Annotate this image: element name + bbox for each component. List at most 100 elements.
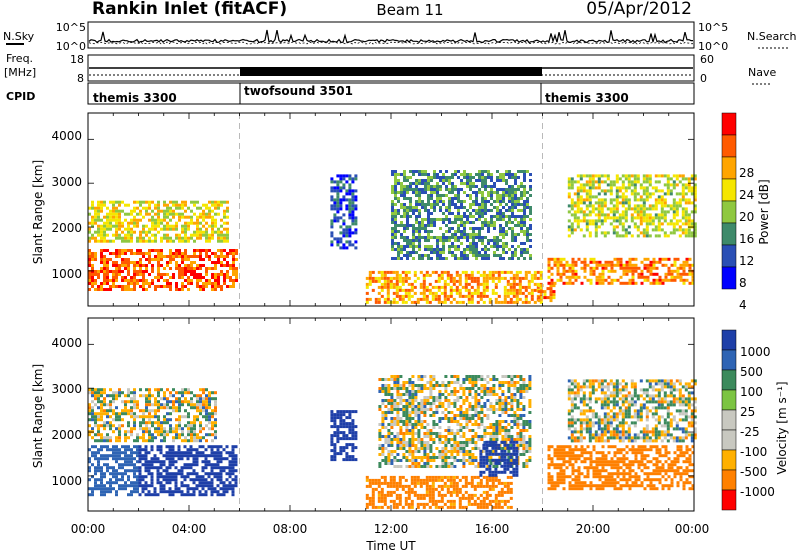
velocity-ytick-2000: 2000 bbox=[51, 428, 82, 442]
noise-right-tick-high: 10^5 bbox=[698, 21, 728, 34]
velocity-colorbar-tick-neg500: -500 bbox=[740, 465, 767, 479]
freq-label-line2: [MHz] bbox=[4, 66, 36, 79]
velocity-colorbar-bin-2 bbox=[721, 369, 737, 391]
freq-tick-high: 18 bbox=[70, 53, 84, 66]
power-colorbar-bin-3 bbox=[721, 178, 737, 202]
power-colorbar-tick-24: 24 bbox=[739, 188, 754, 202]
power-y-axis-title: Slant Range [km] bbox=[31, 160, 45, 264]
noise-left-tick-high: 10^5 bbox=[56, 21, 86, 34]
power-colorbar-tick-28: 28 bbox=[739, 166, 754, 180]
power-colorbar-bin-0 bbox=[721, 112, 737, 136]
nave-tick-low: 0 bbox=[700, 72, 707, 85]
power-colorbar-bin-1 bbox=[721, 134, 737, 158]
velocity-region-7 bbox=[547, 445, 695, 491]
power-panel: Slant Range [km] 4000 3000 2000 1000 Pow… bbox=[31, 112, 771, 312]
velocity-colorbar-bin-3 bbox=[721, 389, 737, 411]
freq-panel: Freq. [MHz] 18 8 60 0 Nave bbox=[4, 52, 776, 85]
velocity-colorbar-title: Velocity [m s⁻¹] bbox=[775, 381, 789, 474]
velocity-region-4 bbox=[365, 475, 513, 509]
freq-tick-low: 8 bbox=[77, 72, 84, 85]
velocity-region-8 bbox=[567, 379, 697, 443]
noise-sky-trace bbox=[88, 29, 693, 44]
velocity-colorbar-tick-1000: 1000 bbox=[740, 345, 771, 359]
power-colorbar-bin-2 bbox=[721, 156, 737, 180]
nave-label: Nave bbox=[748, 66, 776, 79]
xtick-2000: 20:00 bbox=[576, 522, 611, 536]
xtick-1600: 16:00 bbox=[475, 522, 510, 536]
velocity-ytick-1000: 1000 bbox=[51, 474, 82, 488]
cpid-label: CPID bbox=[6, 90, 35, 103]
velocity-colorbar-tick-neg1000: -1000 bbox=[740, 485, 775, 499]
velocity-colorbar-bin-5 bbox=[721, 429, 737, 451]
power-colorbar-tick-16: 16 bbox=[739, 232, 754, 246]
power-colorbar-bin-7 bbox=[721, 266, 737, 290]
power-region-3 bbox=[365, 270, 543, 304]
power-colorbar-tick-20: 20 bbox=[739, 210, 754, 224]
velocity-colorbar-bin-6 bbox=[721, 449, 737, 471]
xtick-0800: 08:00 bbox=[273, 522, 308, 536]
station-title: Rankin Inlet (fitACF) bbox=[92, 0, 287, 19]
power-region-5 bbox=[537, 284, 556, 303]
velocity-colorbar-bin-0 bbox=[721, 329, 737, 351]
beam-title: Beam 11 bbox=[376, 1, 443, 19]
power-colorbar bbox=[721, 112, 737, 290]
power-ytick-2000: 2000 bbox=[51, 221, 82, 235]
xtick-0400: 04:00 bbox=[172, 522, 207, 536]
power-region-6 bbox=[547, 257, 695, 285]
power-colorbar-bin-6 bbox=[721, 244, 737, 268]
power-colorbar-tick-8: 8 bbox=[739, 276, 747, 290]
velocity-data-layer bbox=[88, 375, 697, 509]
velocity-colorbar-tick-25: 25 bbox=[740, 405, 755, 419]
xtick-1200: 12:00 bbox=[374, 522, 409, 536]
power-ytick-1000: 1000 bbox=[51, 267, 82, 281]
power-ytick-4000: 4000 bbox=[51, 129, 82, 143]
velocity-colorbar-tick-neg25: -25 bbox=[740, 425, 760, 439]
nave-tick-high: 60 bbox=[700, 53, 714, 66]
velocity-panel-frame bbox=[87, 317, 695, 512]
x-axis-title: Time UT bbox=[365, 539, 416, 553]
noise-panel: N.Sky 10^5 10^0 10^5 10^0 N.Search bbox=[3, 21, 797, 53]
velocity-region-0 bbox=[88, 445, 139, 497]
freq-label-line1: Freq. bbox=[6, 52, 33, 65]
power-panel-frame bbox=[87, 112, 695, 307]
power-data-layer bbox=[88, 170, 697, 304]
velocity-region-1 bbox=[138, 445, 238, 497]
power-colorbar-tick-12: 12 bbox=[739, 254, 754, 268]
velocity-ytick-3000: 3000 bbox=[51, 382, 82, 396]
velocity-region-5 bbox=[378, 375, 532, 468]
noise-left-tick-low: 10^0 bbox=[56, 40, 86, 53]
velocity-region-3 bbox=[330, 410, 358, 462]
velocity-panel: Slant Range [km] 4000 3000 2000 1000 Vel… bbox=[31, 317, 789, 512]
xtick-0000-end: 00:00 bbox=[675, 522, 710, 536]
date-title: 05/Apr/2012 bbox=[586, 0, 692, 19]
twofsound-freq-block bbox=[240, 67, 542, 76]
power-region-7 bbox=[567, 174, 697, 238]
noise-left-label: N.Sky bbox=[3, 30, 35, 43]
noise-right-label: N.Search bbox=[747, 30, 797, 43]
power-region-4 bbox=[391, 170, 532, 260]
x-axis: 00:00 04:00 08:00 12:00 16:00 20:00 00:0… bbox=[71, 522, 710, 553]
power-ytick-3000: 3000 bbox=[51, 175, 82, 189]
cpid-segment-3: themis 3300 bbox=[545, 91, 629, 105]
cpid-panel-frame bbox=[87, 82, 695, 105]
noise-panel-frame bbox=[87, 21, 695, 49]
velocity-colorbar bbox=[721, 329, 737, 511]
cpid-segment-1: themis 3300 bbox=[93, 91, 177, 105]
power-colorbar-bin-4 bbox=[721, 200, 737, 224]
velocity-colorbar-bin-4 bbox=[721, 409, 737, 431]
power-region-1 bbox=[88, 200, 229, 243]
velocity-colorbar-bin-1 bbox=[721, 349, 737, 371]
velocity-colorbar-tick-500: 500 bbox=[740, 365, 763, 379]
freq-panel-frame bbox=[87, 54, 695, 82]
velocity-ytick-4000: 4000 bbox=[51, 336, 82, 350]
power-colorbar-bin-5 bbox=[721, 222, 737, 246]
velocity-colorbar-bin-8 bbox=[721, 489, 737, 511]
power-region-2 bbox=[330, 174, 358, 250]
power-colorbar-title: Power [dB] bbox=[757, 179, 771, 244]
power-colorbar-tick-4: 4 bbox=[739, 298, 747, 312]
cpid-panel: CPID themis 3300 twofsound 3501 themis 3… bbox=[6, 82, 695, 105]
power-region-0 bbox=[88, 249, 238, 291]
xtick-0000-start: 00:00 bbox=[71, 522, 106, 536]
velocity-region-6 bbox=[479, 440, 519, 477]
